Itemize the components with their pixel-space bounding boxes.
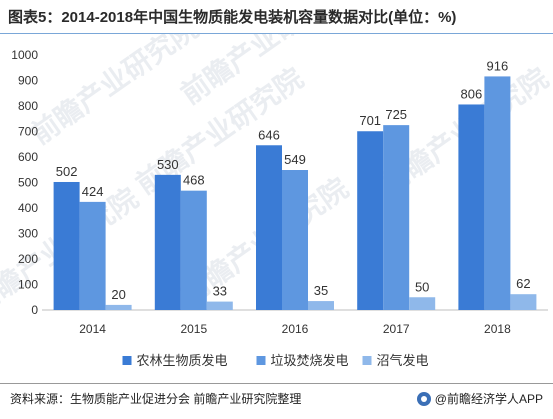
data-label: 725 <box>385 107 407 122</box>
data-label: 549 <box>284 152 306 167</box>
data-label: 468 <box>183 173 205 188</box>
y-tick-label: 0 <box>31 303 38 317</box>
bar-chart: 前瞻产业研究院前瞻产业研究院前瞻产业研究院前瞻产业研究院前瞻产业研究院前瞻产业研… <box>0 34 553 368</box>
bar-1 <box>256 145 282 310</box>
bar-1 <box>458 104 485 310</box>
bar-2 <box>180 190 207 310</box>
legend-swatch <box>256 356 266 365</box>
x-tick-label: 2017 <box>383 322 410 336</box>
data-label: 35 <box>314 283 328 298</box>
x-tick-label: 2016 <box>282 322 309 336</box>
bar-2 <box>79 201 106 310</box>
data-label: 646 <box>258 127 280 142</box>
source-note: 资料来源：生物质能产业促进分会 前瞻产业研究院整理 <box>10 392 302 406</box>
y-tick-label: 700 <box>18 125 38 139</box>
data-label: 424 <box>82 184 104 199</box>
data-label: 530 <box>157 157 179 172</box>
bar-3 <box>105 304 132 310</box>
bar-2 <box>383 125 410 310</box>
y-tick-label: 600 <box>18 150 38 164</box>
data-label: 701 <box>359 113 381 128</box>
bar-2 <box>484 76 511 310</box>
bar-2 <box>282 170 308 310</box>
y-tick-label: 200 <box>18 252 38 266</box>
brand-logo-icon <box>416 391 431 406</box>
brand-mark: @前瞻经济学人APP <box>416 390 543 407</box>
data-label: 806 <box>461 86 483 101</box>
footer-divider <box>0 383 553 384</box>
y-tick-label: 100 <box>18 278 38 292</box>
y-tick-label: 900 <box>18 74 38 88</box>
x-tick-label: 2015 <box>180 322 207 336</box>
x-tick-label: 2018 <box>484 322 511 336</box>
y-tick-label: 300 <box>18 227 38 241</box>
y-tick-label: 800 <box>18 99 38 113</box>
x-tick-label: 2014 <box>79 322 106 336</box>
bar-3 <box>510 294 537 310</box>
title-divider <box>0 33 553 34</box>
legend-swatch <box>122 356 132 365</box>
data-label: 50 <box>415 279 429 294</box>
y-tick-label: 1000 <box>11 48 38 62</box>
brand-label: @前瞻经济学人APP <box>434 392 543 406</box>
bar-1 <box>53 181 80 310</box>
y-tick-label: 500 <box>18 176 38 190</box>
bar-3 <box>308 301 334 310</box>
data-label: 62 <box>516 276 530 291</box>
bar-3 <box>409 297 436 310</box>
legend-label: 沼气发电 <box>377 353 429 368</box>
y-tick-label: 400 <box>18 201 38 215</box>
data-label: 20 <box>111 287 125 302</box>
legend-swatch <box>362 356 372 365</box>
chart-title: 图表5：2014-2018年中国生物质能发电装机容量数据对比(单位：%) <box>8 9 457 26</box>
data-label: 916 <box>487 58 509 73</box>
bar-1 <box>154 174 181 310</box>
bar-3 <box>206 301 233 310</box>
data-label: 502 <box>56 164 78 179</box>
legend-label: 农林生物质发电 <box>137 353 228 368</box>
data-label: 33 <box>213 284 227 299</box>
legend-label: 垃圾焚烧发电 <box>271 353 349 368</box>
watermark-text: 前瞻产业研究院 <box>25 34 204 150</box>
bar-1 <box>357 131 384 310</box>
